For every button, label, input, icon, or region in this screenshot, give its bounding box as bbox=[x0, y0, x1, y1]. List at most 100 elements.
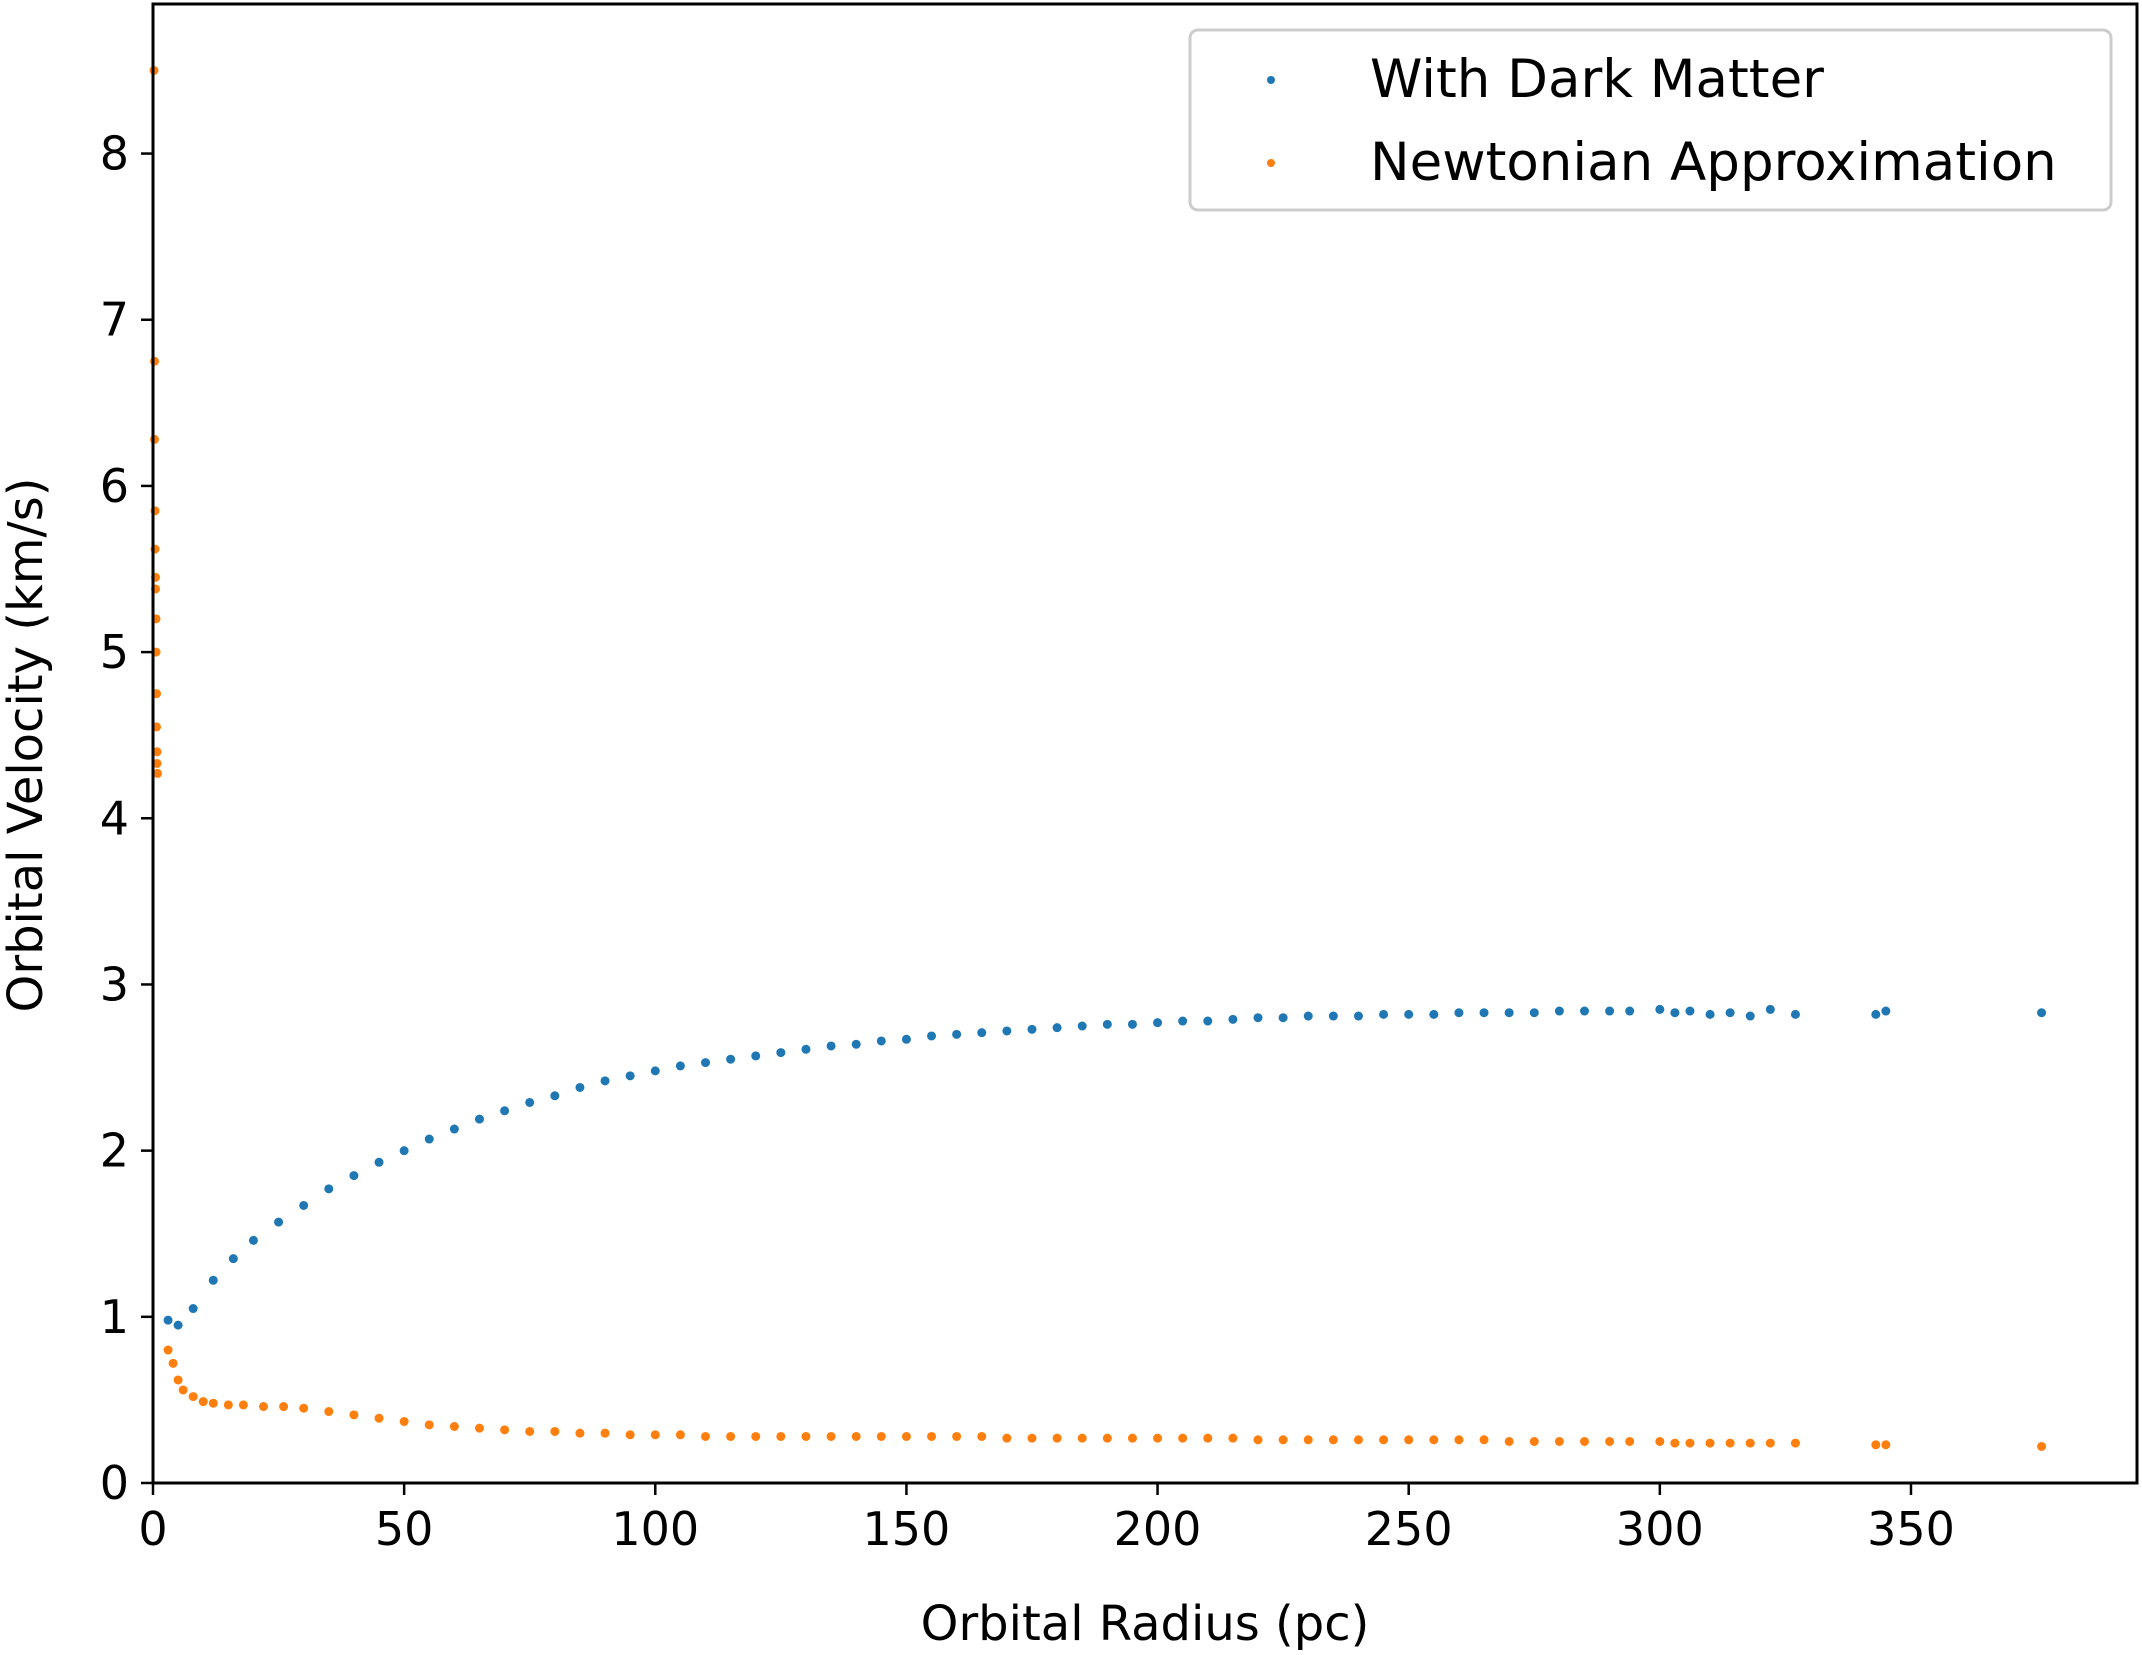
data-point bbox=[1178, 1016, 1188, 1026]
data-point bbox=[1625, 1006, 1635, 1016]
data-point bbox=[1871, 1440, 1881, 1450]
data-point bbox=[188, 1304, 198, 1314]
x-tick-label: 250 bbox=[1365, 1502, 1453, 1556]
data-point bbox=[675, 1061, 685, 1071]
y-tick-label: 1 bbox=[100, 1290, 129, 1344]
x-tick-label: 50 bbox=[375, 1502, 434, 1556]
data-point bbox=[374, 1157, 384, 1167]
data-point bbox=[1253, 1435, 1263, 1445]
data-point bbox=[550, 1091, 560, 1101]
data-point bbox=[1328, 1435, 1338, 1445]
data-point bbox=[474, 1423, 484, 1433]
data-point bbox=[1790, 1438, 1800, 1448]
data-point bbox=[1529, 1008, 1539, 1018]
data-point bbox=[650, 1066, 660, 1076]
data-point bbox=[1404, 1435, 1414, 1445]
data-point bbox=[152, 747, 162, 757]
data-point bbox=[952, 1029, 962, 1039]
data-point bbox=[1725, 1008, 1735, 1018]
data-point bbox=[1504, 1436, 1514, 1446]
data-point bbox=[449, 1421, 459, 1431]
data-point bbox=[1605, 1436, 1615, 1446]
data-point bbox=[299, 1403, 309, 1413]
data-point bbox=[726, 1054, 736, 1064]
data-point bbox=[751, 1431, 761, 1441]
data-point bbox=[178, 1385, 188, 1395]
data-point bbox=[901, 1431, 911, 1441]
y-axis-ticks: 0 1 2 3 4 5 6 7 8 bbox=[100, 127, 153, 1510]
data-point bbox=[208, 1275, 218, 1285]
data-point bbox=[299, 1200, 309, 1210]
data-point bbox=[1454, 1435, 1464, 1445]
data-point bbox=[399, 1146, 409, 1156]
data-point bbox=[1303, 1011, 1313, 1021]
data-point bbox=[826, 1431, 836, 1441]
data-point bbox=[1670, 1008, 1680, 1018]
data-point bbox=[153, 768, 163, 778]
x-axis-ticks: 0 50 100 150 200 250 300 350 bbox=[138, 1483, 1955, 1556]
data-point bbox=[1790, 1009, 1800, 1019]
data-point bbox=[1705, 1009, 1715, 1019]
data-point bbox=[1052, 1023, 1062, 1033]
data-point bbox=[173, 1320, 183, 1330]
data-point bbox=[977, 1431, 987, 1441]
data-point bbox=[1027, 1024, 1037, 1034]
data-point bbox=[1871, 1009, 1881, 1019]
data-point bbox=[1278, 1013, 1288, 1023]
data-point bbox=[650, 1430, 660, 1440]
data-point bbox=[1579, 1436, 1589, 1446]
data-point bbox=[1705, 1438, 1715, 1448]
data-point bbox=[927, 1431, 937, 1441]
x-axis-label: Orbital Radius (pc) bbox=[921, 1596, 1370, 1652]
data-point bbox=[1504, 1008, 1514, 1018]
data-point bbox=[751, 1051, 761, 1061]
data-point bbox=[1153, 1433, 1163, 1443]
data-point bbox=[801, 1044, 811, 1054]
data-point bbox=[851, 1431, 861, 1441]
data-point bbox=[1228, 1014, 1238, 1024]
x-tick-label: 350 bbox=[1867, 1502, 1955, 1556]
legend-marker-newtonian bbox=[1267, 159, 1275, 167]
data-point bbox=[1685, 1006, 1695, 1016]
data-point bbox=[1670, 1438, 1680, 1448]
data-point bbox=[374, 1413, 384, 1423]
data-point bbox=[1127, 1433, 1137, 1443]
data-point bbox=[1203, 1433, 1213, 1443]
legend-label-dark-matter: With Dark Matter bbox=[1370, 49, 1824, 110]
data-point bbox=[1077, 1021, 1087, 1031]
y-tick-label: 6 bbox=[100, 459, 129, 513]
data-point bbox=[1554, 1436, 1564, 1446]
data-point bbox=[1379, 1435, 1389, 1445]
data-point bbox=[163, 1345, 173, 1355]
data-point bbox=[876, 1036, 886, 1046]
data-point bbox=[826, 1041, 836, 1051]
data-point bbox=[1881, 1440, 1891, 1450]
data-point bbox=[575, 1082, 585, 1092]
data-point bbox=[150, 434, 160, 444]
data-point bbox=[208, 1398, 218, 1408]
data-point bbox=[851, 1039, 861, 1049]
data-point bbox=[163, 1315, 173, 1325]
data-point bbox=[1479, 1008, 1489, 1018]
plot-frame bbox=[151, 2, 2139, 1485]
data-point bbox=[575, 1428, 585, 1438]
legend-box bbox=[1188, 28, 2113, 212]
y-tick-label: 7 bbox=[100, 293, 129, 347]
y-tick-label: 4 bbox=[100, 791, 129, 845]
data-point bbox=[424, 1420, 434, 1430]
data-point bbox=[238, 1400, 248, 1410]
data-point bbox=[150, 356, 160, 366]
data-point bbox=[1429, 1435, 1439, 1445]
data-point bbox=[776, 1431, 786, 1441]
data-point bbox=[274, 1217, 284, 1227]
data-point bbox=[876, 1431, 886, 1441]
data-point bbox=[500, 1425, 510, 1435]
data-point bbox=[1052, 1433, 1062, 1443]
y-tick-label: 5 bbox=[100, 625, 129, 679]
data-point bbox=[198, 1397, 208, 1407]
data-point bbox=[525, 1097, 535, 1107]
data-point bbox=[1002, 1433, 1012, 1443]
data-point bbox=[625, 1430, 635, 1440]
data-point bbox=[399, 1417, 409, 1427]
data-point bbox=[1429, 1009, 1439, 1019]
